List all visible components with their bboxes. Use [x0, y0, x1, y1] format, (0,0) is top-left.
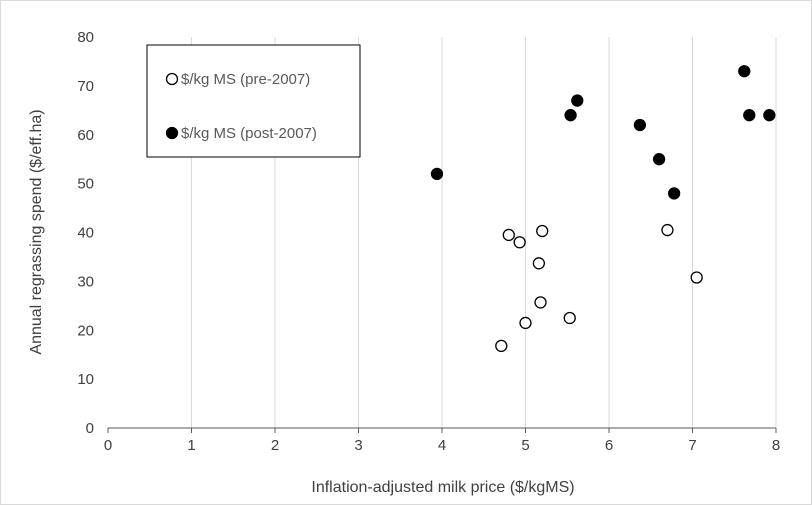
- point-pre-2007: [502, 228, 515, 242]
- x-tick-labels: 0 1 2 3 4 5 6 7 8: [104, 437, 780, 454]
- y-tick-label: 70: [77, 78, 94, 95]
- point-pre-2007: [495, 339, 508, 353]
- y-tick-label: 40: [77, 225, 94, 242]
- legend-marker-post-2007: [165, 126, 179, 140]
- point-pre-2007: [519, 316, 532, 330]
- x-tick-label: 2: [271, 437, 279, 454]
- point-post-2007: [667, 187, 681, 200]
- y-tick-label: 80: [77, 29, 94, 46]
- point-pre-2007: [532, 257, 546, 270]
- x-tick-label: 1: [187, 437, 195, 454]
- point-post-2007: [633, 118, 647, 132]
- legend-label-post-2007: $/kg MS (post-2007): [181, 125, 317, 142]
- y-axis-title: Annual regrassing spend ($/eff.ha): [28, 109, 45, 354]
- legend: $/kg MS (pre-2007) $/kg MS (post-2007): [146, 44, 361, 158]
- y-tick-label: 0: [86, 420, 94, 437]
- point-pre-2007: [690, 271, 703, 284]
- axes: [107, 427, 777, 433]
- y-tick-label: 60: [77, 127, 94, 144]
- point-post-2007: [738, 65, 751, 78]
- point-pre-2007: [563, 311, 576, 325]
- y-tick-labels: 0 10 20 30 40 50 60 70 80: [77, 29, 94, 437]
- point-post-2007: [652, 153, 666, 166]
- point-pre-2007: [513, 236, 526, 249]
- y-tick-label: 50: [77, 176, 94, 193]
- x-tick-label: 3: [354, 437, 362, 454]
- point-pre-2007: [661, 223, 674, 237]
- point-pre-2007: [534, 296, 547, 309]
- point-post-2007: [430, 167, 444, 181]
- x-tick-label: 4: [438, 437, 446, 454]
- point-pre-2007: [536, 224, 549, 238]
- legend-box: [146, 44, 361, 158]
- gridlines: [191, 37, 777, 428]
- legend-marker-pre-2007: [165, 72, 179, 86]
- x-tick-label: 0: [104, 437, 112, 454]
- point-post-2007: [564, 109, 577, 122]
- y-tick-label: 30: [77, 273, 94, 290]
- x-tick-label: 6: [605, 437, 613, 454]
- x-tick-label: 7: [688, 437, 696, 454]
- x-tick-label: 8: [772, 437, 780, 454]
- x-axis-title: Inflation-adjusted milk price ($/kgMS): [311, 479, 574, 496]
- y-tick-label: 10: [77, 371, 94, 388]
- x-tick-label: 5: [521, 437, 529, 454]
- data-points: [430, 65, 776, 353]
- legend-label-pre-2007: $/kg MS (pre-2007): [181, 71, 310, 88]
- point-post-2007: [763, 109, 776, 122]
- point-post-2007: [571, 94, 584, 107]
- y-tick-label: 20: [77, 322, 94, 339]
- point-post-2007: [743, 109, 756, 122]
